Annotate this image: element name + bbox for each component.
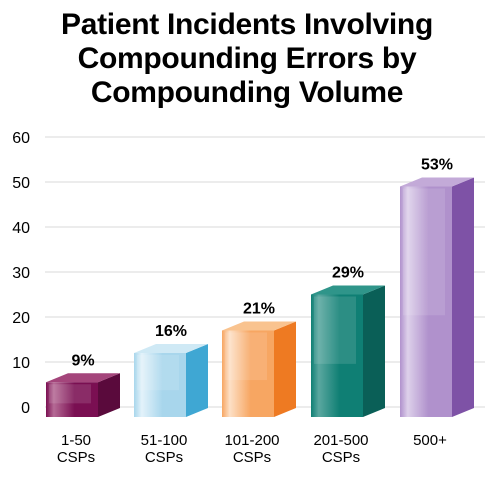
bar-gloss [314,296,356,364]
bar-front [400,186,452,417]
y-tick-label: 0 [21,400,30,417]
data-label: 21% [243,301,275,318]
bar-side [274,321,296,417]
y-tick-label: 60 [12,130,30,147]
data-label: 53% [421,157,453,174]
bar [134,344,208,417]
bar-top [134,344,208,353]
bar-gloss [137,355,179,391]
data-label: 16% [155,323,187,340]
bar-side [186,344,208,417]
bar [400,177,474,417]
chart-title-line-2: Compounding Errors by [77,42,417,75]
bar-gloss [49,384,91,404]
bar-side [98,373,120,417]
bar-front [46,382,98,417]
y-tick-label: 50 [12,175,30,192]
data-label: 29% [332,265,364,282]
category-label: 51-100 [141,432,188,449]
y-tick-label: 40 [12,220,30,237]
y-tick-label: 10 [12,355,30,372]
category-label: CSPs [322,449,360,466]
y-tick-label: 30 [12,265,30,282]
bar [222,321,296,417]
bar-top [311,285,385,295]
category-label: CSPs [233,449,271,466]
bar-front [311,294,363,417]
category-label: 101-200 [224,432,279,449]
bar-gloss [225,332,267,381]
bar-side [452,177,474,417]
bar-side [363,285,385,417]
bar-front [134,353,186,417]
bar-gloss [403,188,445,316]
category-label: CSPs [145,449,183,466]
data-label: 9% [71,352,94,369]
category-label: 500+ [413,432,447,449]
bar-front [222,330,274,417]
chart-title-line-1: Patient Incidents Involving [61,8,433,41]
bar-top [222,321,296,331]
category-label: 1-50 [61,432,91,449]
bar [311,285,385,417]
chart-title: Patient Incidents Involving Compounding … [0,8,494,110]
category-label: 201-500 [313,432,368,449]
bar-top [400,177,474,187]
category-label: CSPs [57,449,95,466]
bar-top [46,373,120,383]
bar [46,373,120,417]
y-tick-label: 20 [12,310,30,327]
chart-title-line-3: Compounding Volume [90,76,404,109]
